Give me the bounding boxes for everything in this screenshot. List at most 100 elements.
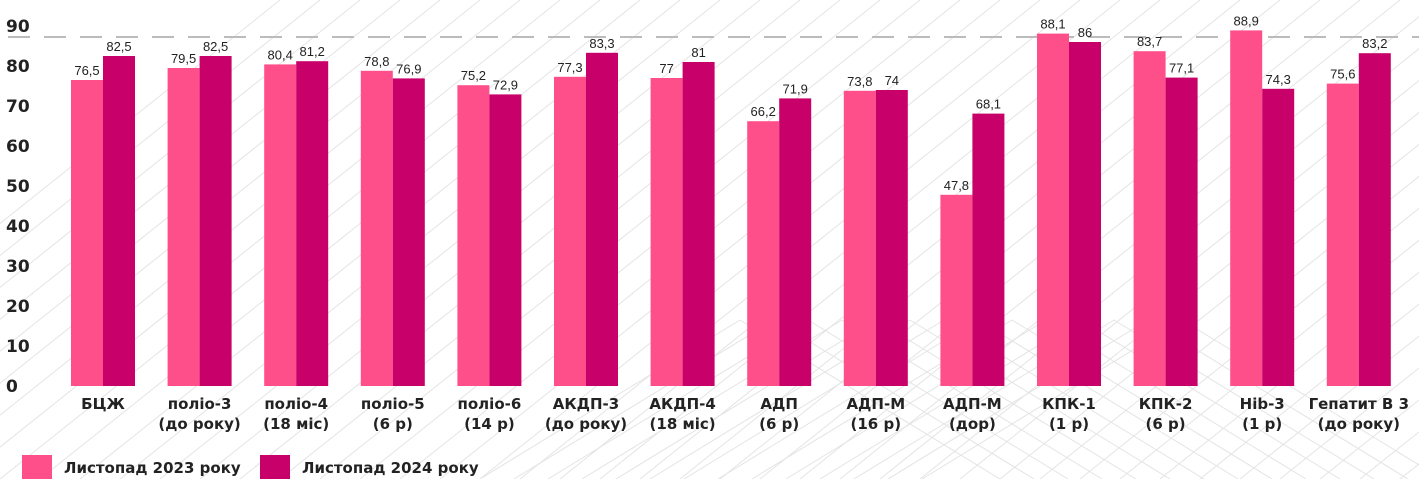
hatch-line (719, 0, 1321, 479)
hatch-line (615, 319, 877, 479)
hatch-line (1279, 367, 1419, 479)
data-label: 78,8 (364, 54, 389, 69)
legend-label-2023: Листопад 2023 року (64, 459, 241, 477)
x-category-label: БЦЖ (81, 395, 125, 413)
bar-2023 (1326, 83, 1359, 386)
x-category-label: АДП-М (дор) (943, 395, 1002, 433)
bar-2023 (843, 90, 876, 387)
x-axis: БЦЖ поліо-3 (до року) поліо-4 (18 міс) поліо-… (81, 395, 1409, 433)
hatch-line (717, 319, 979, 479)
hatch-line (513, 319, 775, 479)
y-tick-label: 20 (6, 297, 30, 317)
y-tick-label: 60 (6, 137, 30, 157)
data-label: 77,3 (557, 60, 582, 75)
x-category-label: АКДП-3 (до року) (545, 395, 627, 433)
data-label: 83,3 (589, 36, 614, 51)
bar-2024 (489, 94, 522, 387)
data-label: 80,4 (268, 47, 293, 62)
data-label: 88,9 (1234, 13, 1259, 28)
data-label: 66,2 (751, 104, 776, 119)
x-category-label: поліо-3 (до року) (158, 395, 240, 433)
bar-2024 (103, 56, 135, 386)
data-label: 74 (885, 73, 899, 88)
data-label: 77 (659, 61, 673, 76)
data-label: 72,9 (493, 77, 518, 92)
data-label: 73,8 (847, 74, 872, 89)
data-label: 86 (1078, 25, 1092, 40)
hatch-line (773, 319, 1035, 479)
bar-2024 (1358, 53, 1391, 386)
x-category-label: Гепатит В 3 (до року) (1309, 395, 1409, 433)
y-tick-label: 80 (6, 57, 30, 77)
bar-2024 (392, 78, 425, 387)
hatch-line (0, 0, 441, 352)
bar-2023 (747, 121, 780, 386)
bar-2024 (1165, 77, 1198, 386)
bar-2024 (1069, 42, 1101, 386)
hatch-line (0, 0, 561, 448)
y-tick-label: 70 (6, 97, 30, 117)
bar-2024 (779, 98, 812, 387)
data-label: 68,1 (976, 97, 1001, 112)
data-label: 77,1 (1169, 61, 1194, 76)
hatch-line (519, 0, 1121, 479)
data-label: 79,5 (171, 51, 196, 66)
bar-2023 (1037, 33, 1069, 386)
legend-swatch-2023 (22, 455, 52, 479)
bar-2024 (199, 56, 232, 386)
y-tick-label: 40 (6, 217, 30, 237)
hatch-line (39, 0, 641, 479)
bar-2023 (167, 68, 200, 386)
bar-2023 (940, 194, 973, 386)
hatch-line (439, 0, 1041, 479)
x-category-label: АДП (6 р) (759, 395, 799, 433)
hatch-line (977, 319, 1239, 479)
bar-2024 (296, 61, 329, 386)
hatch-line (919, 79, 1419, 479)
hatch-line (1181, 319, 1419, 466)
y-tick-label: 10 (6, 337, 30, 357)
hatch-line (0, 0, 361, 289)
legend-label-2024: Листопад 2024 року (302, 459, 479, 477)
data-label: 81 (691, 45, 705, 60)
y-tick-label: 90 (6, 17, 30, 37)
bar-2023 (360, 70, 393, 387)
data-label: 81,2 (300, 44, 325, 59)
bar-2024 (972, 113, 1005, 386)
data-label: 75,2 (461, 68, 486, 83)
hatch-line (319, 0, 921, 479)
x-category-label: поліо-5 (6 р) (361, 395, 425, 433)
data-label: 83,7 (1137, 34, 1162, 49)
bar-2023 (264, 64, 297, 387)
y-tick-label: 30 (6, 257, 30, 277)
y-tick-label: 0 (6, 377, 18, 397)
y-axis: 0 10 20 30 40 50 60 70 80 90 (6, 17, 30, 397)
data-label: 76,5 (74, 63, 99, 78)
bar-2023 (1133, 51, 1166, 386)
data-label: 74,3 (1266, 72, 1291, 87)
x-category-label: КПК-2 (6 р) (1139, 395, 1193, 433)
data-label: 82,5 (106, 39, 131, 54)
data-label: 71,9 (783, 81, 808, 96)
bar-2024 (1262, 88, 1295, 387)
bar-2023 (554, 76, 586, 387)
bar-2024 (875, 90, 908, 386)
bar-2023 (650, 78, 683, 386)
hatch-line (999, 143, 1419, 479)
x-category-label: поліо-4 (18 міс) (263, 395, 329, 433)
legend-swatch-2024 (260, 455, 290, 479)
x-category-label: КПК-1 (1 р) (1042, 395, 1096, 433)
data-label: 83,2 (1362, 36, 1387, 51)
bar-2023 (1230, 30, 1263, 387)
hatch-line (1079, 319, 1341, 479)
hatch-line (887, 319, 1149, 479)
x-category-label: АКДП-4 (18 міс) (649, 395, 715, 433)
bars: 76,5 79,5 80,4 78,8 75,2 77,3 77 66,2 73,8 47,8 88… (71, 13, 1391, 387)
hatch-line (785, 319, 1047, 479)
bar-2024 (682, 62, 715, 386)
bar-2023 (457, 85, 490, 386)
data-label: 82,5 (203, 39, 228, 54)
hatch-line (239, 0, 841, 479)
legend: Листопад 2023 року Листопад 2024 року (22, 455, 479, 479)
